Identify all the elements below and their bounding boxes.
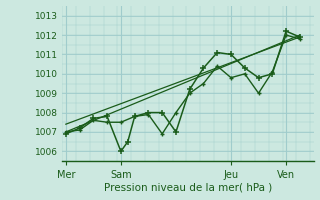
X-axis label: Pression niveau de la mer( hPa ): Pression niveau de la mer( hPa ) xyxy=(104,183,272,193)
